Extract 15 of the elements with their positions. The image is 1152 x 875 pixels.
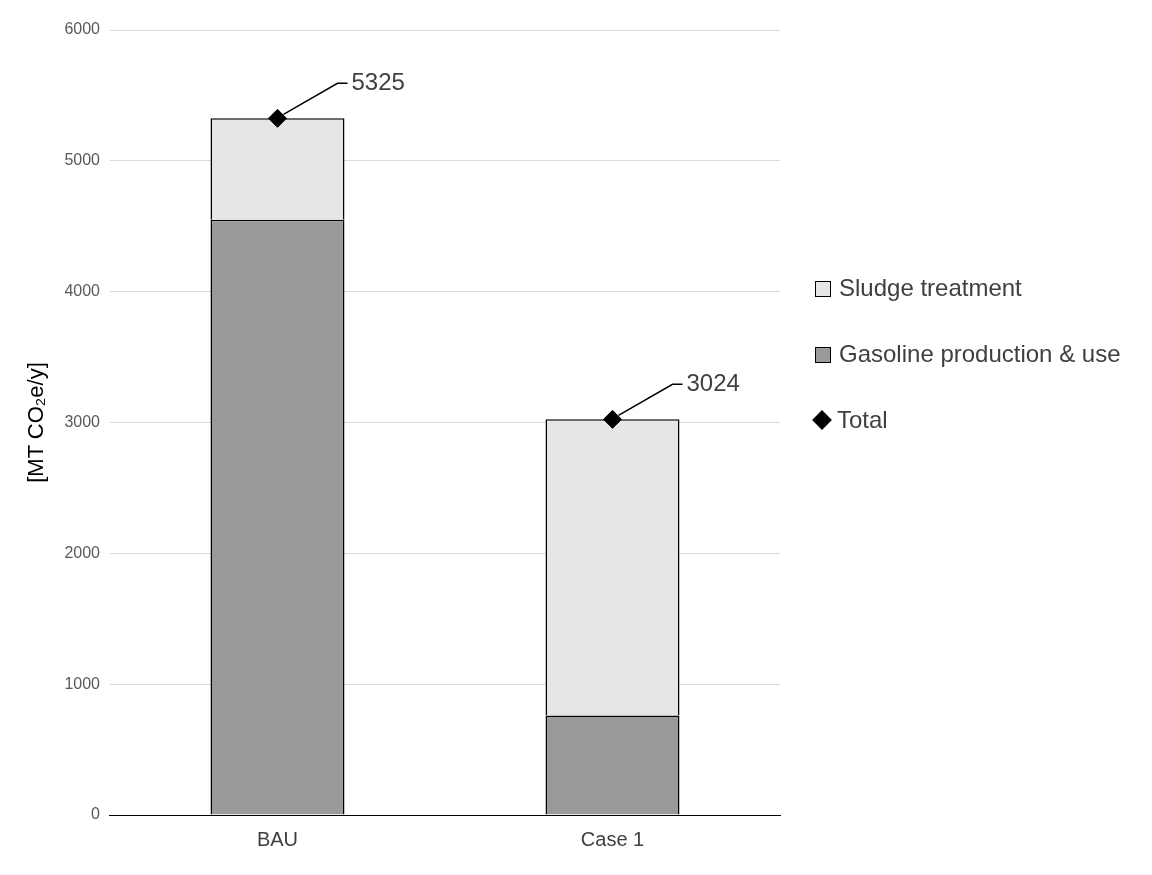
y-axis-title: [MT CO₂e/y] — [23, 362, 49, 483]
legend-label: Gasoline production & use — [839, 339, 1121, 369]
data-label: 3024 — [686, 368, 740, 396]
legend-label: Sludge treatment — [839, 273, 1022, 303]
data-label: 5325 — [351, 67, 405, 95]
y-tick-label: 3000 — [64, 412, 101, 430]
y-tick-label: 1000 — [64, 674, 101, 692]
x-tick-label: BAU — [256, 827, 299, 850]
y-tick-label: 5000 — [64, 151, 101, 169]
y-tick-label: 2000 — [64, 543, 101, 561]
x-tick-label: Case 1 — [580, 827, 645, 850]
y-tick-label: 4000 — [64, 282, 101, 300]
y-tick-label: 0 — [91, 805, 101, 823]
y-tick-label: 6000 — [64, 20, 101, 38]
legend-label: Total — [837, 405, 888, 435]
